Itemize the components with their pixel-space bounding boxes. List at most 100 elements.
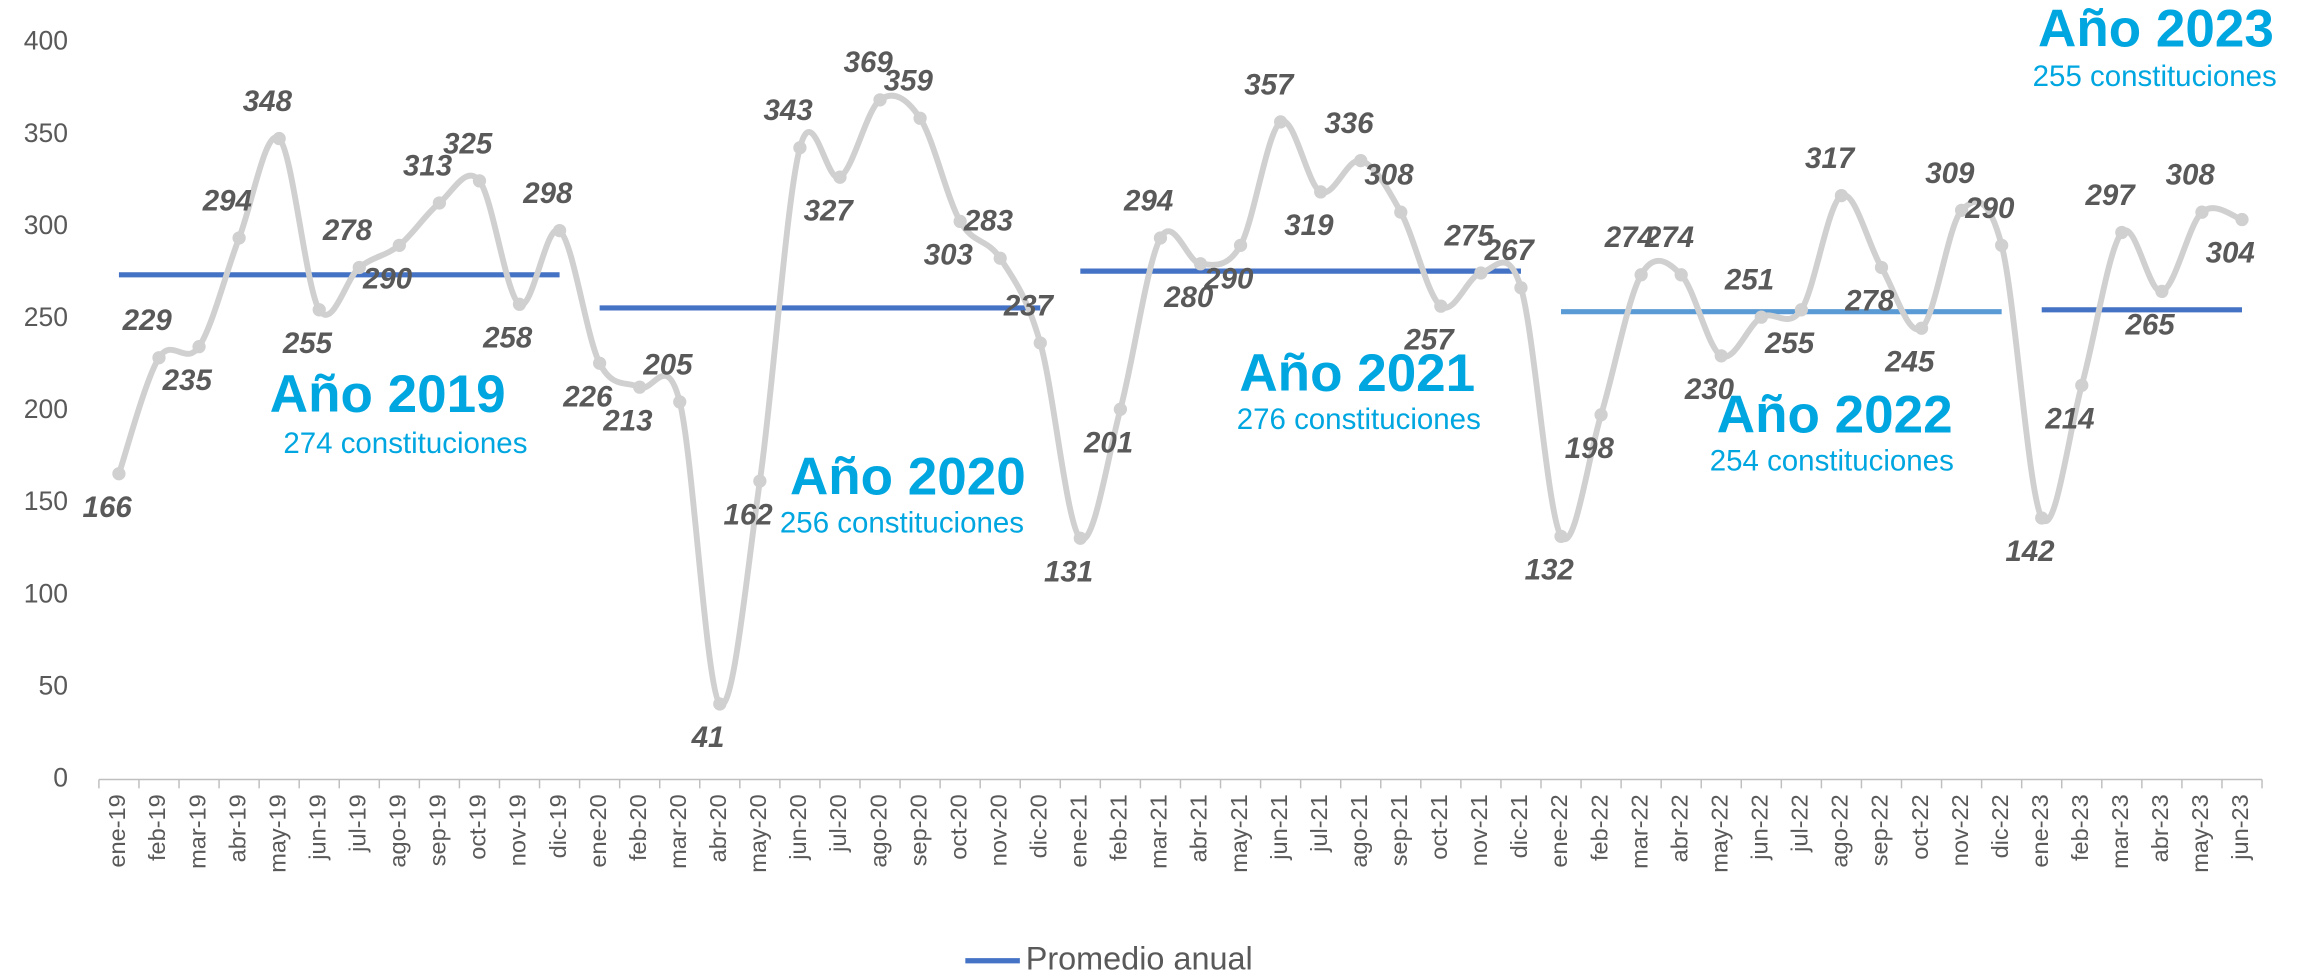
data-label: 41	[691, 721, 725, 754]
data-point	[472, 174, 487, 188]
x-tick-label: sep-20	[905, 794, 931, 866]
data-label: 131	[1044, 555, 1093, 588]
x-tick-label: mar-22	[1626, 794, 1652, 869]
data-label: 198	[1565, 432, 1615, 465]
data-point	[192, 340, 206, 354]
x-tick-label: ago-20	[865, 794, 891, 867]
data-point	[913, 111, 927, 125]
legend-label: Promedio anual	[1026, 940, 1253, 974]
data-label: 303	[924, 239, 974, 272]
data-label: 213	[602, 404, 653, 437]
data-point	[713, 697, 727, 711]
data-label: 297	[2084, 179, 2136, 212]
data-label: 230	[1684, 373, 1735, 406]
x-tick-label: oct-21	[1426, 794, 1452, 860]
x-tick-label: nov-19	[505, 794, 531, 866]
x-tick-label: ago-22	[1827, 794, 1853, 867]
data-point	[953, 214, 967, 229]
data-label: 255	[1764, 327, 1815, 360]
x-tick-label: feb-19	[144, 794, 170, 861]
data-label: 267	[1484, 234, 1536, 267]
x-tick-label: mar-19	[184, 794, 210, 869]
x-tick-label: sep-19	[425, 794, 451, 866]
x-tick-label: abr-22	[1666, 794, 1692, 862]
data-point	[552, 223, 567, 238]
data-label: 237	[1003, 289, 1055, 322]
annotation-title: Año 2021	[1239, 344, 1475, 403]
data-label: 258	[482, 321, 533, 354]
x-tick-label: jun-19	[304, 794, 330, 861]
annotation-title: Año 2023	[2038, 0, 2274, 58]
x-tick-label: mar-20	[665, 794, 691, 869]
data-point	[1834, 188, 1849, 203]
x-tick-label: ene-19	[104, 794, 130, 867]
data-label: 308	[1364, 159, 1414, 192]
y-tick-label: 50	[38, 670, 67, 700]
data-label: 348	[243, 85, 293, 118]
data-label: 325	[443, 127, 493, 160]
x-tick-label: jun-23	[2227, 794, 2253, 861]
x-tick-label: abr-23	[2147, 794, 2173, 862]
data-point	[1914, 321, 1929, 335]
data-point	[232, 231, 246, 245]
data-point	[1193, 257, 1208, 271]
y-tick-label: 350	[24, 118, 68, 148]
data-label: 278	[1844, 285, 1895, 318]
data-label: 359	[884, 65, 934, 98]
data-label: 336	[1324, 107, 1374, 140]
x-tick-label: ene-20	[585, 794, 611, 867]
data-point	[2075, 378, 2089, 392]
annotation-subtitle: 254 constituciones	[1710, 444, 1954, 477]
data-point	[592, 356, 607, 370]
data-label: 283	[963, 205, 1014, 238]
data-point	[1113, 402, 1128, 416]
data-point	[152, 351, 166, 365]
x-tick-label: ago-19	[385, 794, 411, 867]
data-point	[2035, 511, 2049, 525]
x-tick-label: abr-20	[705, 794, 731, 862]
x-tick-label: jun-21	[1266, 794, 1292, 861]
y-tick-label: 400	[24, 26, 68, 56]
data-point	[1474, 266, 1488, 280]
data-label: 343	[764, 94, 814, 127]
x-tick-label: may-23	[2187, 794, 2213, 873]
x-tick-label: ago-21	[1346, 794, 1372, 867]
data-point	[1354, 153, 1368, 168]
x-tick-label: nov-22	[1947, 794, 1973, 866]
data-point	[1794, 303, 1809, 317]
data-label: 327	[804, 194, 855, 227]
data-label: 201	[1083, 426, 1133, 459]
y-tick-label: 150	[24, 486, 68, 516]
x-tick-label: feb-22	[1586, 794, 1612, 861]
x-tick-label: ene-23	[2027, 794, 2053, 867]
data-point	[312, 303, 326, 317]
data-label: 265	[2125, 309, 2176, 342]
x-tick-label: nov-20	[985, 794, 1011, 866]
y-tick-label: 200	[24, 394, 68, 424]
data-label: 369	[844, 46, 894, 79]
data-label: 235	[162, 364, 213, 397]
data-label: 251	[1724, 264, 1774, 297]
data-point	[432, 196, 447, 210]
x-tick-label: sep-21	[1386, 794, 1412, 866]
data-point	[1514, 281, 1528, 295]
y-tick-label: 100	[24, 578, 68, 608]
x-tick-label: oct-19	[465, 794, 491, 860]
data-label: 294	[202, 184, 252, 217]
data-point	[1754, 310, 1768, 324]
data-label: 278	[322, 214, 373, 247]
data-label: 142	[2005, 535, 2055, 568]
annotation-title: Año 2020	[790, 447, 1026, 506]
x-tick-label: abr-21	[1186, 794, 1212, 862]
x-tick-label: may-21	[1226, 794, 1252, 873]
data-point	[1033, 336, 1047, 350]
data-point	[1434, 299, 1448, 313]
x-tick-label: feb-20	[625, 794, 651, 861]
data-point	[1394, 205, 1408, 219]
x-tick-label: may-22	[1706, 794, 1732, 873]
annotation-subtitle: 256 constituciones	[780, 506, 1024, 539]
data-label: 308	[2166, 159, 2216, 192]
data-label: 309	[1925, 157, 1975, 190]
data-point	[2235, 212, 2249, 227]
